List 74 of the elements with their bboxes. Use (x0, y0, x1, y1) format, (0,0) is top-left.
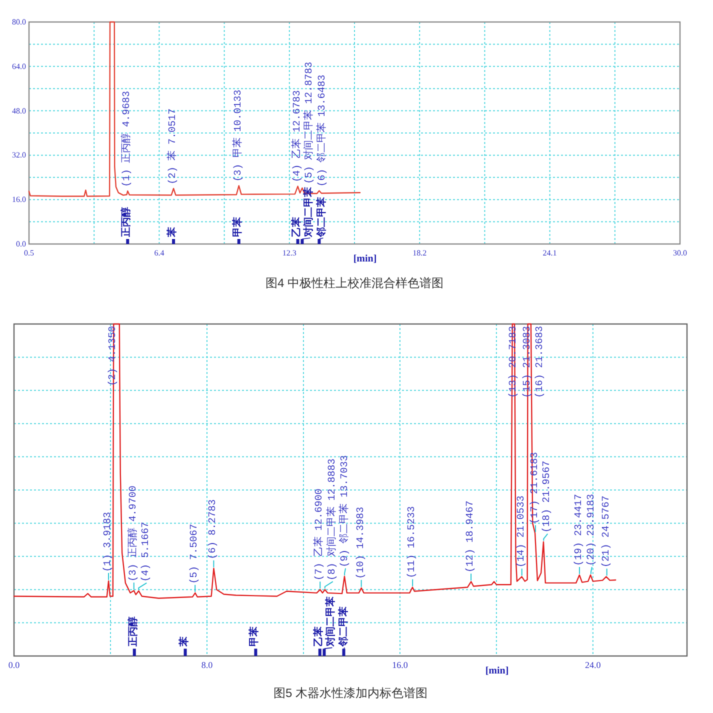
annotation: (17) 21.6183 (528, 452, 541, 524)
marker-label: 甲苯 (233, 217, 244, 237)
annotation: (6) 邻二甲苯 13.6483 (318, 74, 329, 187)
annotation: (7) 乙苯 12.6900 (314, 488, 326, 590)
annotation: (4) 5.1667 (140, 522, 152, 582)
annotation: (17) 21.6183 (530, 452, 541, 533)
marker-label: 正丙醇 (122, 207, 134, 237)
annotation: (13) 20.7183 (508, 326, 520, 398)
annotation: (4) 5.1667 (138, 522, 152, 590)
y-tick-label: 64.0 (12, 62, 26, 71)
annotation: (20) 23.9183 (586, 494, 598, 574)
annotation: (5) 7.5067 (190, 524, 201, 592)
y-tick-label: 16.0 (12, 195, 26, 204)
x-tick-label: 24.0 (585, 660, 602, 670)
marker-label: 苯 (168, 227, 180, 237)
annotation: (19) 23.4417 (572, 494, 585, 566)
annotation: (18) 21.9567 (541, 460, 554, 533)
x-tick-label: 30.0 (673, 248, 687, 258)
annotation: (6) 8.2783 (207, 499, 220, 560)
annotation: (8) 对间二甲苯 12.8883 (324, 458, 338, 590)
x-axis-title: [min] (485, 666, 509, 676)
annotation: (14) 21.0533 (516, 496, 528, 576)
y-tick-label: 48.0 (12, 106, 26, 116)
annotation: (4) 乙苯 12.6783 (292, 90, 304, 182)
text: 图5 木器水性漆加内标色谱图 (273, 686, 428, 700)
annotation: (12) 18.9467 (464, 500, 477, 573)
marker-label: 邻二甲苯 (339, 606, 350, 650)
x-tick-label: 8.0 (201, 660, 214, 670)
x-tick-label: 24.1 (542, 248, 557, 258)
annotation: (3) 正丙醇 4.9700 (126, 486, 140, 582)
x-tick-label: 18.2 (412, 248, 427, 258)
annotation: (21) 24.5767 (601, 496, 612, 576)
annotation: (15) 21.3083 (522, 326, 534, 398)
marker-label: 甲苯 (250, 626, 262, 647)
annotation: (2) 4.1350 (108, 326, 120, 386)
marker-label: 对间二甲苯 (302, 187, 316, 240)
annotation: (2) 苯 7.0517 (168, 108, 180, 184)
x-tick-label: 12.3 (282, 248, 296, 258)
marker-label: 正丙醇 (128, 616, 140, 647)
annotation: (20) 23.9183 (585, 494, 598, 566)
annotation: (3) 正丙醇 4.9700 (128, 486, 140, 590)
annotation: (1) 3.9183 (103, 512, 114, 580)
annotation: (9) 邻二甲苯 13.7033 (340, 455, 352, 576)
marker-label: 苯 (180, 636, 191, 647)
annotation: (21) 24.5767 (600, 496, 612, 568)
annotation: (16) 21.3683 (534, 326, 546, 398)
annotation: (18) 21.9567 (542, 460, 554, 542)
annotation: (6) 8.2783 (208, 499, 220, 568)
x-tick-label: 0.5 (24, 248, 34, 258)
annotation: (7) 乙苯 12.6900 (312, 488, 326, 581)
x-tick-label: 16.0 (392, 660, 408, 670)
annotation: (1) 3.9183 (102, 512, 114, 572)
y-tick-label: 0.0 (16, 240, 26, 248)
marker-label: 乙苯 (314, 626, 326, 647)
annotation: (5) 7.5067 (188, 524, 201, 584)
annotation: (14) 21.0533 (515, 496, 528, 568)
x-tick-label: 6.4 (154, 248, 164, 258)
text: 图4 中极性柱上校准混合样色谱图 (265, 276, 444, 290)
annotation: (3) 甲苯 10.0133 (233, 90, 244, 182)
annotation: (1) 正丙醇 4.9683 (122, 90, 134, 187)
y-tick-label: 80.0 (12, 18, 26, 26)
marker-label: 邻二甲苯 (318, 197, 329, 240)
annotation: (10) 14.3983 (354, 506, 367, 579)
y-tick-label: 32.0 (12, 150, 26, 160)
annotation: (11) 16.5233 (407, 506, 418, 587)
annotation: (5) 对间二甲苯 12.8783 (304, 62, 316, 184)
marker-label: 对间二甲苯 (324, 596, 338, 650)
annotation: (10) 14.3983 (356, 506, 367, 588)
annotation: (12) 18.9467 (466, 500, 477, 582)
x-axis-title: [min] (353, 254, 377, 264)
annotation: (19) 23.4417 (574, 494, 585, 574)
annotation: (11) 16.5233 (406, 506, 418, 578)
annotation: (9) 邻二甲苯 13.7033 (338, 455, 352, 568)
marker-label: 乙苯 (292, 217, 304, 237)
